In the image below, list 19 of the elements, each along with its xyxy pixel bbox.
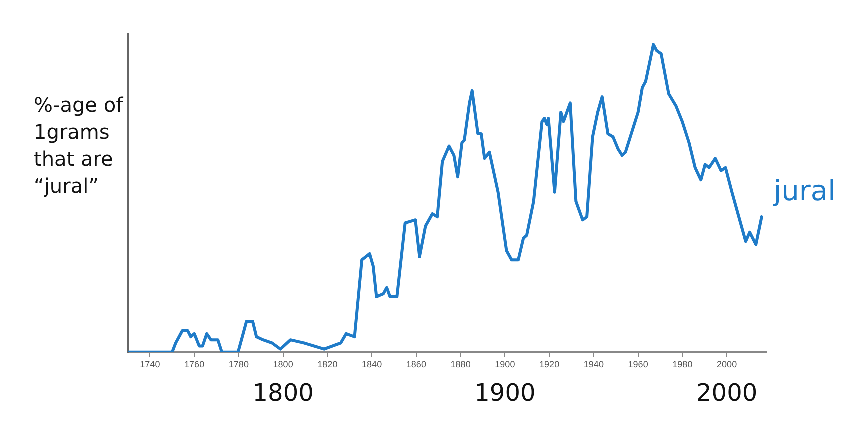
x2-tick-label: 1900	[474, 378, 536, 407]
x-tick-label: 1880	[450, 359, 471, 370]
y-axis-title: %-age of 1grams that are “jural”	[34, 92, 124, 200]
x-tick-label: 1760	[184, 359, 205, 370]
x-tick-label: 1900	[495, 359, 516, 370]
x-tick-label: 1820	[318, 359, 338, 370]
x-tick-label: 1940	[584, 359, 604, 370]
x2-tick-label: 2000	[696, 378, 758, 407]
x-tick-label: 1860	[406, 359, 426, 370]
x-tick-label: 1960	[628, 359, 648, 370]
x-tick-label: 1780	[228, 359, 249, 370]
x-tick-label: 1980	[672, 359, 693, 370]
x-tick-label: 2000	[717, 359, 738, 370]
series-label: jural	[772, 174, 836, 208]
x2-tick-label: 1800	[252, 378, 314, 407]
x-tick-label: 1920	[540, 359, 560, 370]
x-tick-label: 1740	[140, 359, 160, 370]
x-tick-label: 1840	[362, 359, 382, 370]
x-tick-label: 1800	[273, 359, 294, 370]
